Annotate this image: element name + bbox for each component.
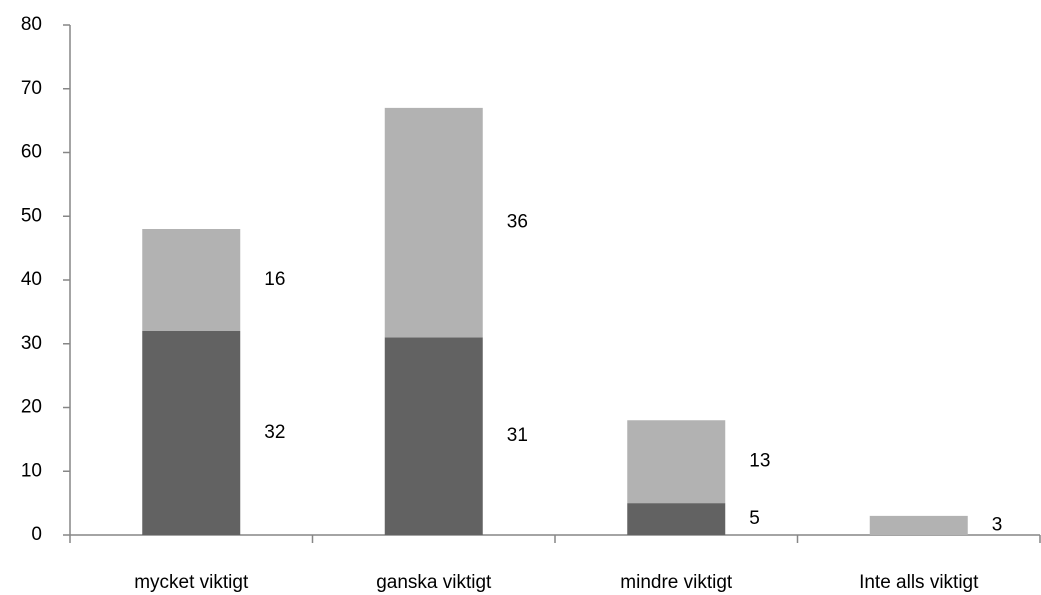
- x-tick-label: Inte alls viktigt: [859, 572, 979, 593]
- value-label: 36: [507, 212, 528, 233]
- y-tick-label: 70: [21, 78, 42, 99]
- y-tick-label: 0: [31, 524, 42, 545]
- y-tick-label: 60: [21, 142, 42, 163]
- x-tick-label: ganska viktigt: [376, 572, 492, 593]
- value-label: 3: [992, 514, 1003, 535]
- value-label: 32: [264, 422, 285, 443]
- value-label: 5: [749, 508, 760, 529]
- bar-segment: [384, 107, 483, 338]
- value-label: 16: [264, 269, 285, 290]
- bar-segment: [142, 331, 241, 535]
- y-tick-label: 10: [21, 460, 42, 481]
- x-tick-label: mycket viktigt: [134, 572, 249, 593]
- bar-segment: [142, 229, 241, 331]
- x-tick-label: mindre viktigt: [620, 572, 733, 593]
- bar-segment: [627, 503, 726, 535]
- y-tick-label: 30: [21, 333, 42, 354]
- bar-segment: [627, 420, 726, 504]
- y-tick-label: 20: [21, 397, 42, 418]
- y-tick-label: 50: [21, 205, 42, 226]
- value-label: 13: [749, 451, 770, 472]
- bar-segment: [869, 515, 968, 535]
- y-tick-label: 80: [21, 14, 42, 35]
- y-tick-label: 40: [21, 269, 42, 290]
- value-label: 31: [507, 425, 528, 446]
- bar-segment: [384, 337, 483, 535]
